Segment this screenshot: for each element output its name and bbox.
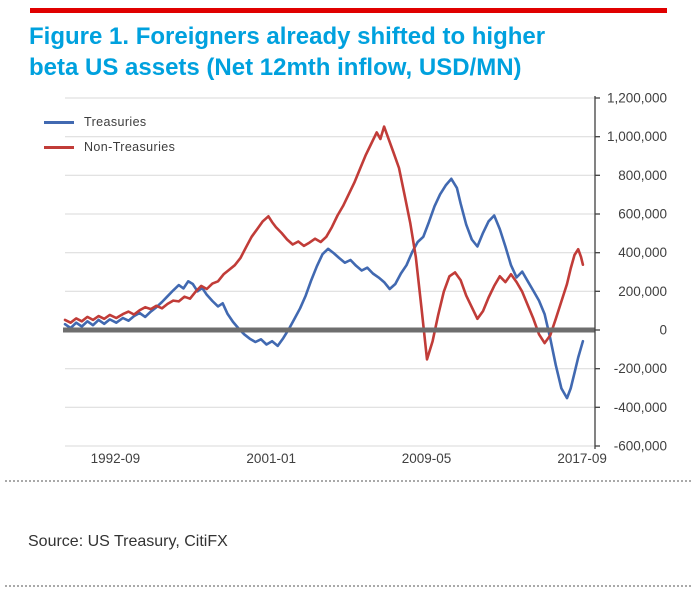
y-tick-label: 200,000 <box>618 284 667 299</box>
accent-bar <box>30 8 667 13</box>
non-treasuries-line-swatch <box>44 145 74 149</box>
treasuries-line-swatch <box>44 120 74 124</box>
x-tick-label: 2009-05 <box>402 451 452 466</box>
figure-title: Figure 1. Foreigners already shifted to … <box>29 22 691 83</box>
figure-title-line1: Figure 1. Foreigners already shifted to … <box>29 23 546 50</box>
y-tick-label: -600,000 <box>614 439 667 454</box>
non-treasuries-series-line <box>63 125 585 361</box>
y-tick-label: -400,000 <box>614 400 667 415</box>
treasuries-series-line <box>63 177 585 400</box>
y-tick-label: 600,000 <box>618 207 667 222</box>
x-tick-label: 2017-09 <box>557 451 607 466</box>
y-tick-label: 400,000 <box>618 245 667 260</box>
y-tick-label: 800,000 <box>618 168 667 183</box>
chart-plot: 1,200,000 1,000,000 800,000 600,000 400,000 2… <box>0 88 696 483</box>
y-tick-label: -200,000 <box>614 361 667 376</box>
chart-svg: 1,200,000 1,000,000 800,000 600,000 400,000 2… <box>63 91 667 466</box>
legend-label-non-treasuries: Non-Treasuries <box>84 140 176 154</box>
legend-label-treasuries: Treasuries <box>84 115 147 129</box>
source-note: Source: US Treasury, CitiFX <box>28 533 228 550</box>
x-tick-label: 2001-01 <box>246 451 296 466</box>
chart-legend: Treasuries Non-Treasuries <box>44 115 175 165</box>
line-chart: 1,200,000 1,000,000 800,000 600,000 400,000 2… <box>0 88 696 478</box>
legend-item-treasuries: Treasuries <box>44 115 175 129</box>
dotted-separator-top <box>5 480 691 482</box>
legend-item-non-treasuries: Non-Treasuries <box>44 140 175 154</box>
dotted-separator-bottom <box>5 585 691 587</box>
figure-title-line2: beta US assets (Net 12mth inflow, USD/MN… <box>29 53 522 81</box>
y-tick-label: 1,000,000 <box>607 129 667 144</box>
y-tick-label: 1,200,000 <box>607 91 667 106</box>
x-tick-label: 1992-09 <box>91 451 141 466</box>
y-tick-label: 0 <box>659 323 667 338</box>
